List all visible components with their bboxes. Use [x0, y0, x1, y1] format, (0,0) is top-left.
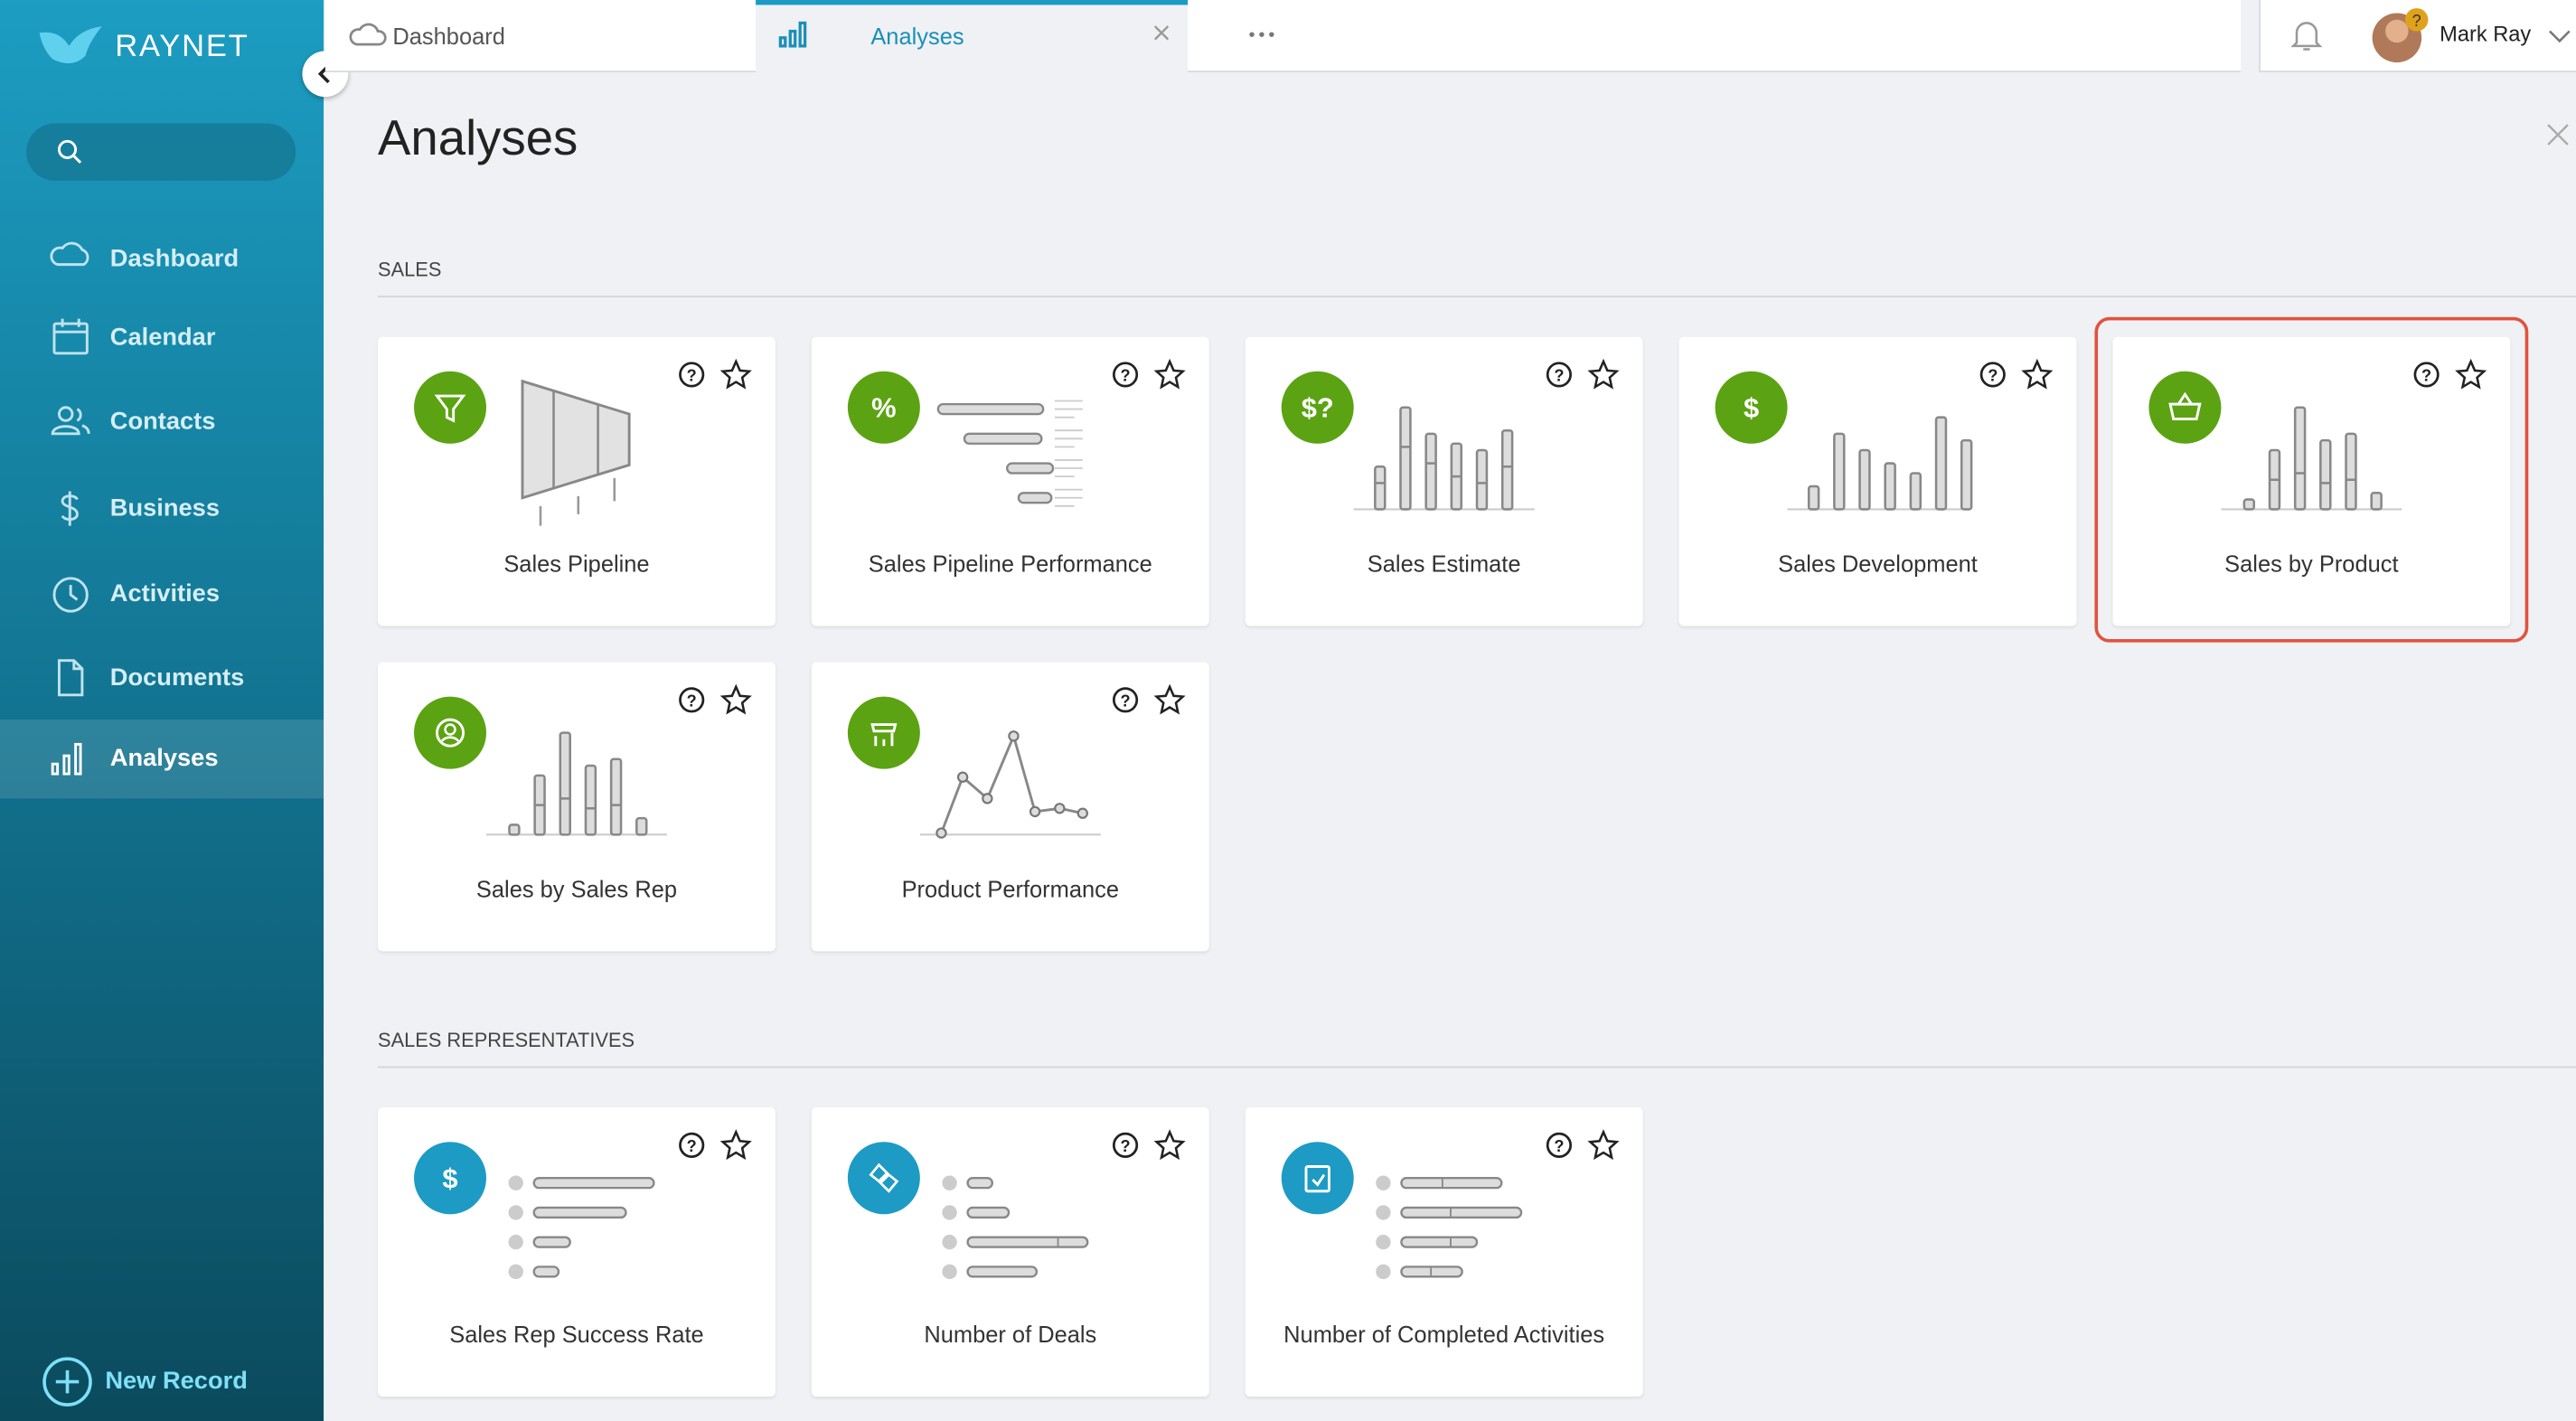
- logo-icon: [39, 26, 102, 64]
- nav-label: Analyses: [109, 744, 219, 773]
- nav-label: Documents: [109, 663, 245, 692]
- analysis-card[interactable]: ? Sales by Sales Rep: [378, 662, 776, 952]
- svg-text:?: ?: [1121, 692, 1131, 710]
- tab-icon: [349, 23, 387, 46]
- card-art: ?: [847, 1129, 1186, 1280]
- nav-item[interactable]: Analyses: [0, 720, 324, 799]
- analysis-card[interactable]: ? Sales Pipeline: [378, 336, 776, 626]
- nav-label: Contacts: [109, 407, 216, 436]
- nav-icon: [51, 742, 82, 776]
- new-record[interactable]: New Record: [105, 1367, 248, 1396]
- svg-text:?: ?: [1554, 1137, 1564, 1155]
- tab-close[interactable]: [1150, 22, 1172, 44]
- nav-item[interactable]: Contacts: [0, 383, 324, 462]
- nav-label: Business: [109, 494, 221, 522]
- card-icon: %: [871, 392, 896, 424]
- card-label[interactable]: Sales Estimate: [1367, 550, 1521, 577]
- card-art: ?: [847, 683, 1186, 839]
- svg-text:?: ?: [687, 692, 697, 710]
- analysis-card[interactable]: ? Sales by Product: [2112, 336, 2511, 626]
- card-art: ?: [414, 683, 752, 836]
- section-rule: [378, 296, 2576, 297]
- svg-text:?: ?: [1121, 1137, 1131, 1155]
- analysis-card[interactable]: ? Number of Deals: [811, 1107, 1209, 1397]
- nav-item[interactable]: Documents: [0, 639, 324, 718]
- card-label[interactable]: Sales Development: [1778, 550, 1978, 577]
- nav-item[interactable]: Calendar: [0, 299, 324, 378]
- card-art: ?$: [1715, 358, 2054, 511]
- card-art: ?$: [414, 1129, 752, 1280]
- nav-icon: [61, 491, 79, 526]
- page-title: Analyses: [378, 111, 578, 166]
- card-art: ?: [2148, 358, 2487, 511]
- card-art: ?%: [847, 358, 1186, 507]
- svg-text:?: ?: [2421, 367, 2431, 385]
- tab-icon: [778, 21, 807, 48]
- nav-label: Dashboard: [109, 244, 240, 273]
- more-tabs[interactable]: [1246, 26, 1278, 42]
- card-icon: $?: [1302, 392, 1334, 424]
- nav-icon: [52, 318, 89, 355]
- section-title: SALES REPRESENTATIVES: [378, 1028, 635, 1052]
- card-label[interactable]: Sales Pipeline Performance: [868, 550, 1152, 577]
- user-name[interactable]: Mark Ray: [2440, 21, 2532, 46]
- tab-label[interactable]: Analyses: [870, 23, 964, 50]
- svg-text:?: ?: [2412, 12, 2421, 30]
- nav-icon: [57, 659, 84, 697]
- section-title: SALES: [378, 258, 442, 281]
- card-label[interactable]: Number of Completed Activities: [1283, 1321, 1605, 1348]
- close-page[interactable]: [2544, 122, 2571, 148]
- highlight: [2094, 316, 2529, 643]
- svg-text:?: ?: [1988, 367, 1998, 385]
- user-menu[interactable]: [2546, 26, 2572, 46]
- section-rule: [378, 1066, 2576, 1068]
- nav-item[interactable]: Business: [0, 470, 324, 549]
- card-label[interactable]: Sales by Product: [2224, 550, 2399, 577]
- svg-text:?: ?: [687, 1137, 697, 1155]
- svg-text:?: ?: [687, 367, 697, 385]
- brand: RAYNET: [115, 29, 249, 64]
- nav-item[interactable]: Activities: [0, 555, 324, 634]
- analysis-card[interactable]: ? Number of Completed Activities: [1245, 1107, 1643, 1397]
- search[interactable]: [26, 123, 296, 181]
- card-label[interactable]: Sales Pipeline: [503, 550, 650, 577]
- svg-text:?: ?: [1121, 367, 1131, 385]
- analysis-card[interactable]: ?% Sales Pipeline Performance: [811, 336, 1209, 626]
- nav-icon: [51, 406, 90, 436]
- nav-label: Calendar: [109, 324, 216, 352]
- nav-item[interactable]: Dashboard: [0, 221, 324, 299]
- card-label[interactable]: Number of Deals: [924, 1321, 1097, 1348]
- card-icon: $: [1744, 392, 1759, 424]
- card-art: ? $?: [1281, 358, 1620, 511]
- nav-icon: [50, 241, 89, 267]
- analysis-card[interactable]: ? $? Sales Estimate: [1245, 336, 1643, 626]
- card-label[interactable]: Sales by Sales Rep: [475, 875, 678, 902]
- card-art: ?: [414, 358, 752, 526]
- nav-label: Activities: [109, 579, 221, 608]
- analysis-card[interactable]: ? $ Sales Rep Success Rate: [378, 1107, 776, 1397]
- active-tab[interactable]: [756, 0, 1189, 72]
- svg-text:?: ?: [1554, 367, 1564, 385]
- card-label[interactable]: Product Performance: [901, 875, 1120, 902]
- tab-label[interactable]: Dashboard: [392, 23, 505, 50]
- analysis-card[interactable]: ? Product Performance: [811, 662, 1209, 952]
- analysis-card[interactable]: ? $ Sales Development: [1678, 336, 2077, 626]
- tab-bar: [324, 0, 2242, 72]
- avatar[interactable]: ?: [2371, 6, 2430, 63]
- sidebar: RAYNET Dashboard Calendar Contacts Business…: [0, 0, 324, 1421]
- card-label[interactable]: Sales Rep Success Rate: [449, 1321, 704, 1348]
- card-art: ?: [1281, 1129, 1620, 1280]
- new-record-icon[interactable]: [41, 1356, 93, 1408]
- nav-icon: [52, 577, 89, 613]
- notifications[interactable]: [2290, 18, 2323, 54]
- card-icon: $: [442, 1162, 457, 1194]
